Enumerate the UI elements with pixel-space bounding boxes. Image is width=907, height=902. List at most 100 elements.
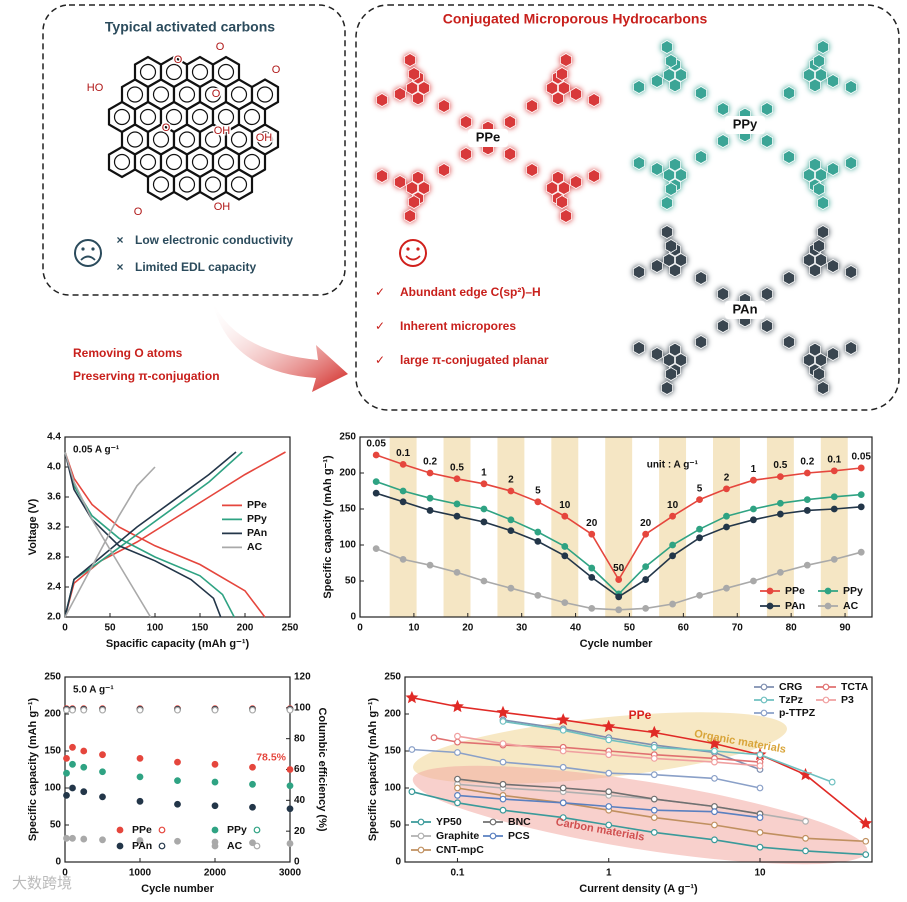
right-box-title: Conjugated Microporous Hydrocarbons — [443, 11, 708, 27]
y-tick-label: 50 — [345, 576, 357, 587]
ring — [665, 54, 677, 68]
x-tick-label: 2000 — [204, 868, 227, 879]
ring — [817, 40, 829, 54]
watermark: 大数跨境 — [12, 874, 72, 892]
ring — [809, 157, 821, 172]
point — [756, 814, 764, 821]
ring-inner — [165, 63, 183, 81]
point — [174, 706, 181, 714]
rate-label: 0.05 — [851, 452, 871, 463]
ring-inner — [165, 108, 183, 126]
ring — [417, 81, 431, 95]
eye — [81, 247, 85, 251]
point — [756, 762, 764, 770]
point — [454, 738, 461, 746]
point — [399, 460, 407, 468]
ring — [675, 353, 687, 367]
point — [650, 806, 658, 814]
point — [136, 706, 144, 714]
ring — [827, 259, 839, 273]
ring — [669, 157, 681, 172]
point — [711, 747, 718, 755]
ring — [663, 253, 675, 267]
check: ✓ — [375, 319, 385, 333]
point — [559, 747, 567, 755]
ring — [393, 175, 407, 189]
band — [551, 437, 579, 617]
point — [372, 489, 380, 497]
point — [802, 834, 809, 842]
point — [605, 803, 613, 810]
y-tick-label: 0 — [350, 612, 356, 623]
ring — [761, 319, 773, 333]
ring-inner — [165, 153, 183, 171]
ring — [695, 86, 707, 100]
ring — [633, 80, 645, 94]
point — [480, 518, 488, 526]
x-tick-label: 200 — [237, 623, 254, 634]
ring — [437, 99, 451, 113]
ring — [546, 81, 558, 95]
ring — [845, 156, 857, 170]
legend-marker — [822, 683, 830, 691]
y-tick-label: 4.4 — [47, 432, 61, 443]
check: ✓ — [375, 353, 385, 367]
ring — [665, 182, 677, 196]
legend-marker — [158, 842, 166, 850]
point — [642, 604, 650, 612]
legend-marker — [760, 709, 768, 717]
legend-label: PAn — [132, 840, 152, 852]
ring — [675, 68, 687, 82]
point — [696, 534, 703, 542]
series-line — [64, 451, 243, 618]
ring — [695, 271, 707, 285]
sad-face — [74, 239, 102, 267]
point — [408, 788, 416, 796]
ring — [717, 102, 729, 116]
legend-label: PCS — [508, 830, 530, 842]
legend-marker — [417, 832, 425, 840]
point — [174, 837, 181, 845]
point — [830, 467, 838, 475]
ring — [651, 259, 663, 273]
label-bg — [468, 129, 508, 147]
retention-label: 78.5% — [256, 751, 286, 763]
point — [174, 800, 181, 808]
y-tick-label: 100 — [44, 783, 61, 794]
point — [696, 525, 703, 533]
ring — [803, 353, 815, 367]
point — [454, 792, 461, 799]
ring-inner — [139, 108, 157, 126]
y2-tick-label: 100 — [294, 702, 311, 713]
ring-inner — [230, 131, 248, 148]
point — [615, 606, 623, 614]
y-tick-label: 200 — [384, 709, 401, 720]
y2-tick-label: 80 — [294, 733, 306, 744]
rate-label: 2 — [724, 472, 730, 483]
point — [426, 469, 434, 477]
point — [605, 751, 613, 759]
ring — [560, 53, 572, 67]
y-tick-label: 3.6 — [47, 492, 61, 503]
point — [136, 837, 144, 844]
legend-label: PPe — [132, 824, 152, 836]
ring — [570, 87, 582, 101]
point — [286, 782, 294, 790]
x-tick-label: 70 — [732, 623, 744, 634]
ring — [411, 170, 425, 185]
y-tick-label: 100 — [339, 540, 356, 551]
y-tick-label: 200 — [44, 709, 61, 720]
ring — [146, 168, 176, 201]
point — [534, 538, 542, 545]
ring — [558, 81, 570, 95]
ring — [845, 265, 857, 279]
ring — [675, 253, 687, 267]
check: ✓ — [375, 285, 385, 299]
point — [408, 746, 416, 753]
point — [711, 774, 718, 782]
point — [63, 769, 70, 777]
point — [80, 763, 88, 771]
point — [496, 705, 510, 718]
point — [99, 836, 106, 844]
legend-label: PPe — [785, 585, 805, 597]
